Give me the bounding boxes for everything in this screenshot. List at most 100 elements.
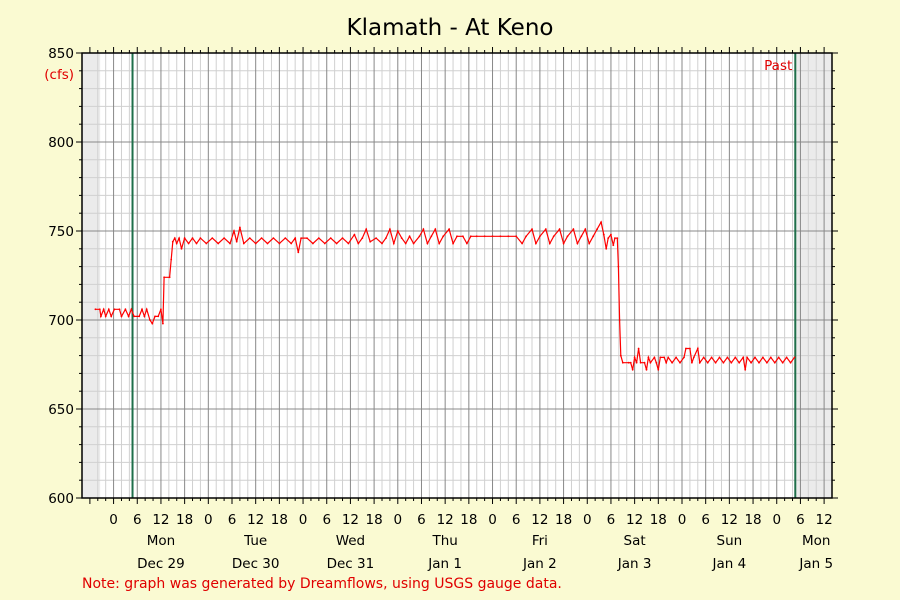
data-point [272, 237, 275, 240]
chart-title: Klamath - At Keno [347, 15, 554, 41]
data-point [438, 242, 441, 245]
data-point [631, 368, 634, 371]
data-point [260, 237, 263, 240]
data-point [718, 356, 721, 359]
data-point [341, 237, 344, 240]
x-day-date: Dec 31 [327, 556, 375, 572]
data-point [645, 368, 648, 371]
x-hour-label: 12 [721, 512, 738, 528]
data-point [548, 242, 551, 245]
data-point [143, 315, 146, 318]
data-point [381, 242, 383, 245]
data-point [689, 347, 691, 350]
data-point [170, 258, 173, 261]
data-point [300, 237, 302, 240]
x-hour-label: 0 [393, 512, 402, 528]
x-hour-label: 18 [176, 512, 193, 528]
data-point [426, 242, 429, 245]
x-hour-label: 18 [744, 512, 761, 528]
data-point [392, 242, 395, 245]
data-point [160, 308, 162, 311]
y-tick-label: 700 [48, 313, 74, 329]
x-hour-label: 6 [607, 512, 616, 528]
x-hour-label: 12 [152, 512, 169, 528]
x-day-name: Tue [243, 533, 267, 549]
data-point [94, 308, 97, 311]
data-point [758, 361, 760, 364]
data-point [130, 308, 133, 311]
x-hour-label: 18 [650, 512, 667, 528]
data-point [539, 235, 541, 238]
data-point [698, 361, 701, 364]
data-point [621, 361, 624, 364]
data-point [683, 356, 685, 359]
data-point [127, 315, 130, 318]
y-tick-label: 850 [48, 46, 74, 62]
data-point [335, 242, 338, 245]
data-point [769, 356, 772, 359]
data-point [691, 361, 693, 364]
data-point [535, 242, 537, 245]
data-point [580, 235, 583, 238]
data-point [145, 308, 148, 311]
data-point [353, 233, 356, 236]
data-point [629, 361, 632, 364]
data-point [113, 308, 116, 311]
data-point [566, 235, 569, 238]
data-point [323, 242, 326, 245]
data-point [162, 322, 164, 325]
data-point [521, 242, 523, 245]
data-point [217, 242, 220, 245]
x-hour-label: 18 [555, 512, 572, 528]
x-day-date: Jan 2 [522, 556, 557, 572]
data-point [617, 265, 620, 268]
data-point [306, 237, 308, 240]
data-point [738, 361, 741, 364]
data-point [149, 319, 151, 321]
x-day-name: Sun [717, 533, 743, 549]
data-point [199, 237, 202, 240]
data-point [157, 315, 160, 318]
data-point [98, 308, 101, 311]
plot-background [82, 53, 832, 498]
data-point [430, 235, 433, 238]
data-point [239, 226, 241, 229]
data-point [396, 230, 399, 232]
data-point [793, 356, 796, 359]
data-point [584, 228, 587, 231]
data-point [278, 242, 281, 245]
x-day-name: Mon [802, 533, 830, 549]
data-point [491, 235, 494, 238]
data-point [233, 230, 235, 232]
data-point [781, 361, 784, 364]
data-point [229, 242, 231, 245]
data-point [154, 315, 156, 318]
data-point [614, 237, 616, 240]
x-day-date: Jan 1 [427, 556, 462, 572]
data-point [456, 235, 458, 238]
x-hour-label: 18 [460, 512, 477, 528]
data-point [610, 233, 612, 236]
data-point [762, 356, 764, 359]
data-point [317, 237, 320, 240]
data-point [777, 356, 780, 359]
data-point [422, 228, 425, 231]
x-day-date: Dec 29 [137, 556, 185, 572]
y-tick-label: 650 [48, 402, 74, 418]
data-point [525, 235, 527, 238]
data-point [191, 237, 194, 240]
data-point [408, 235, 411, 238]
data-point [679, 361, 681, 364]
data-point [744, 368, 747, 371]
data-point [297, 251, 300, 254]
x-hour-label: 12 [247, 512, 264, 528]
data-point [120, 315, 123, 318]
x-hour-label: 18 [366, 512, 383, 528]
x-hour-label: 6 [701, 512, 710, 528]
shaded-region-1 [795, 53, 832, 498]
footnote: Note: graph was generated by Dreamflows,… [82, 576, 562, 592]
x-hour-label: 0 [583, 512, 592, 528]
x-hour-label: 0 [488, 512, 497, 528]
data-point [211, 237, 214, 240]
